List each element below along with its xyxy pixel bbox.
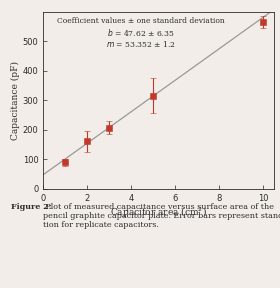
Text: Plot of measured capacitance versus surface area of the
pencil graphite capacito: Plot of measured capacitance versus surf… [43, 203, 280, 230]
X-axis label: Capacitor area (cm$^2$): Capacitor area (cm$^2$) [110, 205, 207, 220]
Y-axis label: Capacitance (pF): Capacitance (pF) [11, 60, 20, 140]
Text: Coefficient values ± one standard deviation
$b$ = 47.62 ± 6.35
$m$ = 53.352 ± 1.: Coefficient values ± one standard deviat… [57, 17, 224, 49]
Text: Figure 2:: Figure 2: [11, 203, 52, 211]
